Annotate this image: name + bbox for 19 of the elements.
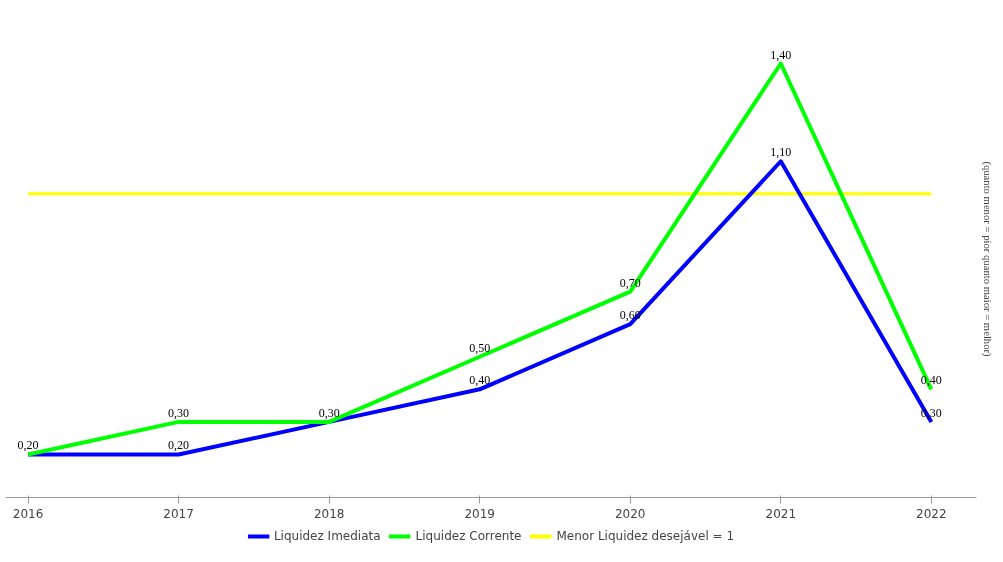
data-label: 1,10 <box>770 145 792 160</box>
data-label: 0,30 <box>318 405 340 420</box>
x-tick-label: 2018 <box>313 506 345 521</box>
data-label: 0,40 <box>469 373 491 388</box>
legend-label: Liquidez Corrente <box>415 529 522 543</box>
y-axis-title: (quanto menor = pior quanto maior = melhor) <box>980 161 993 358</box>
x-tick-label: 2019 <box>464 506 495 521</box>
x-tick-label: 2017 <box>163 506 194 521</box>
legend-label: Menor Liquidez desejável = 1 <box>556 529 735 543</box>
legend-label: Liquidez Imediata <box>273 529 381 543</box>
data-label: 1,40 <box>770 47 792 62</box>
data-label: 0,50 <box>469 340 491 355</box>
x-tick-label: 2020 <box>614 506 646 521</box>
x-tick-label: 2021 <box>765 506 797 521</box>
data-label: 0,20 <box>17 438 39 453</box>
data-label: 0,20 <box>168 438 190 453</box>
data-label: 0,30 <box>168 405 190 420</box>
x-tick-label: 2022 <box>916 506 947 521</box>
x-tick-label: 2016 <box>12 506 44 521</box>
